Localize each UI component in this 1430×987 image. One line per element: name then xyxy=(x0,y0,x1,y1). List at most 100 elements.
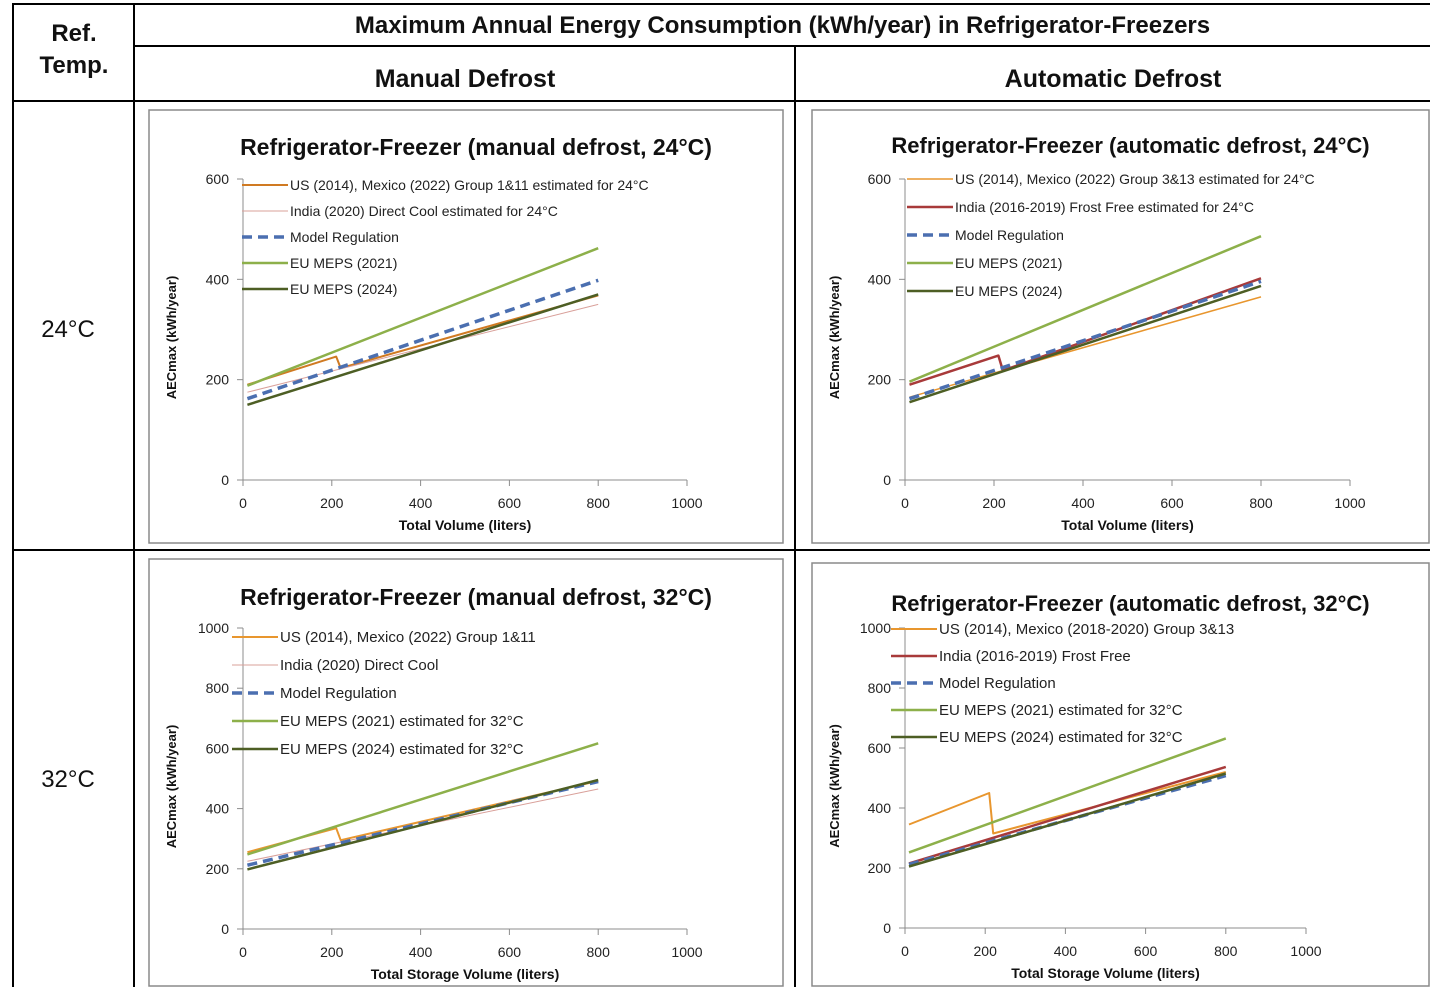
main-title: Maximum Annual Energy Consumption (kWh/y… xyxy=(354,12,1211,39)
legend-label-2: Model Regulation xyxy=(290,229,399,245)
y-tick-label: 400 xyxy=(868,800,892,816)
legend-label-1: India (2020) Direct Cool xyxy=(280,657,438,674)
x-tick-label: 1000 xyxy=(671,944,702,960)
legend-label-0: US (2014), Mexico (2022) Group 1&11 xyxy=(280,629,536,646)
ref-temp-header: Ref. Temp. xyxy=(14,18,134,82)
x-tick-label: 600 xyxy=(1160,495,1184,511)
y-tick-label: 200 xyxy=(868,860,892,876)
legend-label-4: EU MEPS (2024) xyxy=(955,283,1062,299)
y-tick-label: 400 xyxy=(868,271,892,287)
series-line-3 xyxy=(908,737,1227,854)
x-tick-label: 800 xyxy=(1214,943,1238,959)
x-tick-label: 800 xyxy=(587,495,611,511)
series-line-2 xyxy=(246,779,599,867)
x-tick-label: 200 xyxy=(982,495,1006,511)
x-tick-label: 400 xyxy=(1054,943,1078,959)
x-tick-label: 600 xyxy=(498,495,522,511)
legend-label-0: US (2014), Mexico (2022) Group 3&13 esti… xyxy=(955,171,1315,187)
x-tick-label: 1000 xyxy=(1334,495,1365,511)
table-divider-ref-col xyxy=(133,3,135,987)
x-axis-label: Total Volume (liters) xyxy=(1061,517,1194,533)
legend-label-4: EU MEPS (2024) estimated for 32°C xyxy=(939,729,1183,746)
y-tick-label: 0 xyxy=(883,920,891,936)
y-tick-label: 0 xyxy=(883,472,891,488)
series-line-0 xyxy=(909,296,1262,398)
y-axis-label: AECmax (kWh/year) xyxy=(827,276,842,400)
legend-label-2: Model Regulation xyxy=(939,675,1056,692)
legend-label-3: EU MEPS (2021) estimated for 32°C xyxy=(280,713,524,730)
table-divider-defrost-cols xyxy=(794,45,796,987)
x-tick-label: 200 xyxy=(320,944,344,960)
x-tick-label: 800 xyxy=(587,944,611,960)
series-line-4 xyxy=(247,778,599,871)
y-tick-label: 800 xyxy=(206,680,230,696)
legend-label-4: EU MEPS (2024) xyxy=(290,281,397,297)
legend-label-3: EU MEPS (2021) xyxy=(290,255,397,271)
y-tick-label: 400 xyxy=(206,271,230,287)
table-border-top xyxy=(12,3,1430,5)
chart-frame xyxy=(148,558,784,987)
table-divider-temp-rows xyxy=(12,549,1430,551)
x-tick-label: 600 xyxy=(1134,943,1158,959)
automatic-defrost-header: Automatic Defrost xyxy=(1004,65,1222,93)
y-tick-label: 200 xyxy=(206,372,230,388)
legend-label-3: EU MEPS (2021) estimated for 32°C xyxy=(939,702,1183,719)
row-label-24c: 24°C xyxy=(41,316,95,343)
chart-frame xyxy=(811,562,1430,987)
y-tick-label: 0 xyxy=(221,921,229,937)
y-tick-label: 0 xyxy=(221,472,229,488)
x-axis-label: Total Storage Volume (liters) xyxy=(371,966,560,982)
x-tick-label: 0 xyxy=(239,944,247,960)
y-tick-label: 1000 xyxy=(198,620,229,636)
x-tick-label: 0 xyxy=(901,943,909,959)
series-line-2 xyxy=(908,279,1262,401)
x-tick-label: 400 xyxy=(409,495,433,511)
series-line-1 xyxy=(908,765,1227,865)
legend-label-4: EU MEPS (2024) estimated for 32°C xyxy=(280,741,524,758)
x-tick-label: 0 xyxy=(239,495,247,511)
series-line-4 xyxy=(909,284,1262,404)
series-line-4 xyxy=(908,772,1227,868)
legend-label-2: Model Regulation xyxy=(280,685,397,702)
comparison-table xyxy=(12,3,1430,987)
series-line-0 xyxy=(247,294,599,386)
series-line-3 xyxy=(246,247,599,387)
x-tick-label: 1000 xyxy=(671,495,702,511)
chart-manual-defrost-24c: Refrigerator-Freezer (manual defrost, 24… xyxy=(148,109,784,544)
legend-label-3: EU MEPS (2021) xyxy=(955,255,1062,271)
y-axis-label: AECmax (kWh/year) xyxy=(164,725,179,849)
chart-automatic-defrost-32c: Refrigerator-Freezer (automatic defrost,… xyxy=(811,562,1430,987)
x-tick-label: 200 xyxy=(320,495,344,511)
chart-frame xyxy=(811,109,1430,544)
chart-title: Refrigerator-Freezer (automatic defrost,… xyxy=(891,591,1369,616)
x-tick-label: 1000 xyxy=(1290,943,1321,959)
table-divider-header-row xyxy=(12,100,1430,102)
chart-title: Refrigerator-Freezer (automatic defrost,… xyxy=(891,133,1369,158)
legend-label-1: India (2016-2019) Frost Free estimated f… xyxy=(955,199,1254,215)
series-line-3 xyxy=(247,742,599,856)
legend-label-1: India (2016-2019) Frost Free xyxy=(939,648,1131,665)
chart-title: Refrigerator-Freezer (manual defrost, 32… xyxy=(240,584,712,610)
y-tick-label: 600 xyxy=(868,171,892,187)
x-tick-label: 400 xyxy=(1071,495,1095,511)
chart-manual-defrost-32c: Refrigerator-Freezer (manual defrost, 32… xyxy=(148,558,784,987)
x-tick-label: 400 xyxy=(409,944,433,960)
y-axis-label: AECmax (kWh/year) xyxy=(827,724,842,848)
y-tick-label: 200 xyxy=(868,372,892,388)
ref-header-line1: Ref. xyxy=(51,20,97,47)
table-divider-title-row xyxy=(133,45,1430,47)
chart-automatic-defrost-24c: Refrigerator-Freezer (automatic defrost,… xyxy=(811,109,1430,544)
chart-title: Refrigerator-Freezer (manual defrost, 24… xyxy=(240,134,712,160)
x-tick-label: 800 xyxy=(1249,495,1273,511)
y-tick-label: 1000 xyxy=(860,620,891,636)
x-tick-label: 200 xyxy=(974,943,998,959)
legend-label-0: US (2014), Mexico (2018-2020) Group 3&13 xyxy=(939,621,1234,638)
series-line-4 xyxy=(247,293,599,406)
y-axis-label: AECmax (kWh/year) xyxy=(164,276,179,400)
x-axis-label: Total Volume (liters) xyxy=(399,517,532,533)
series-line-3 xyxy=(909,235,1262,383)
legend-label-2: Model Regulation xyxy=(955,227,1064,243)
series-line-2 xyxy=(246,278,599,401)
legend-label-1: India (2020) Direct Cool estimated for 2… xyxy=(290,203,558,219)
y-tick-label: 800 xyxy=(868,680,892,696)
